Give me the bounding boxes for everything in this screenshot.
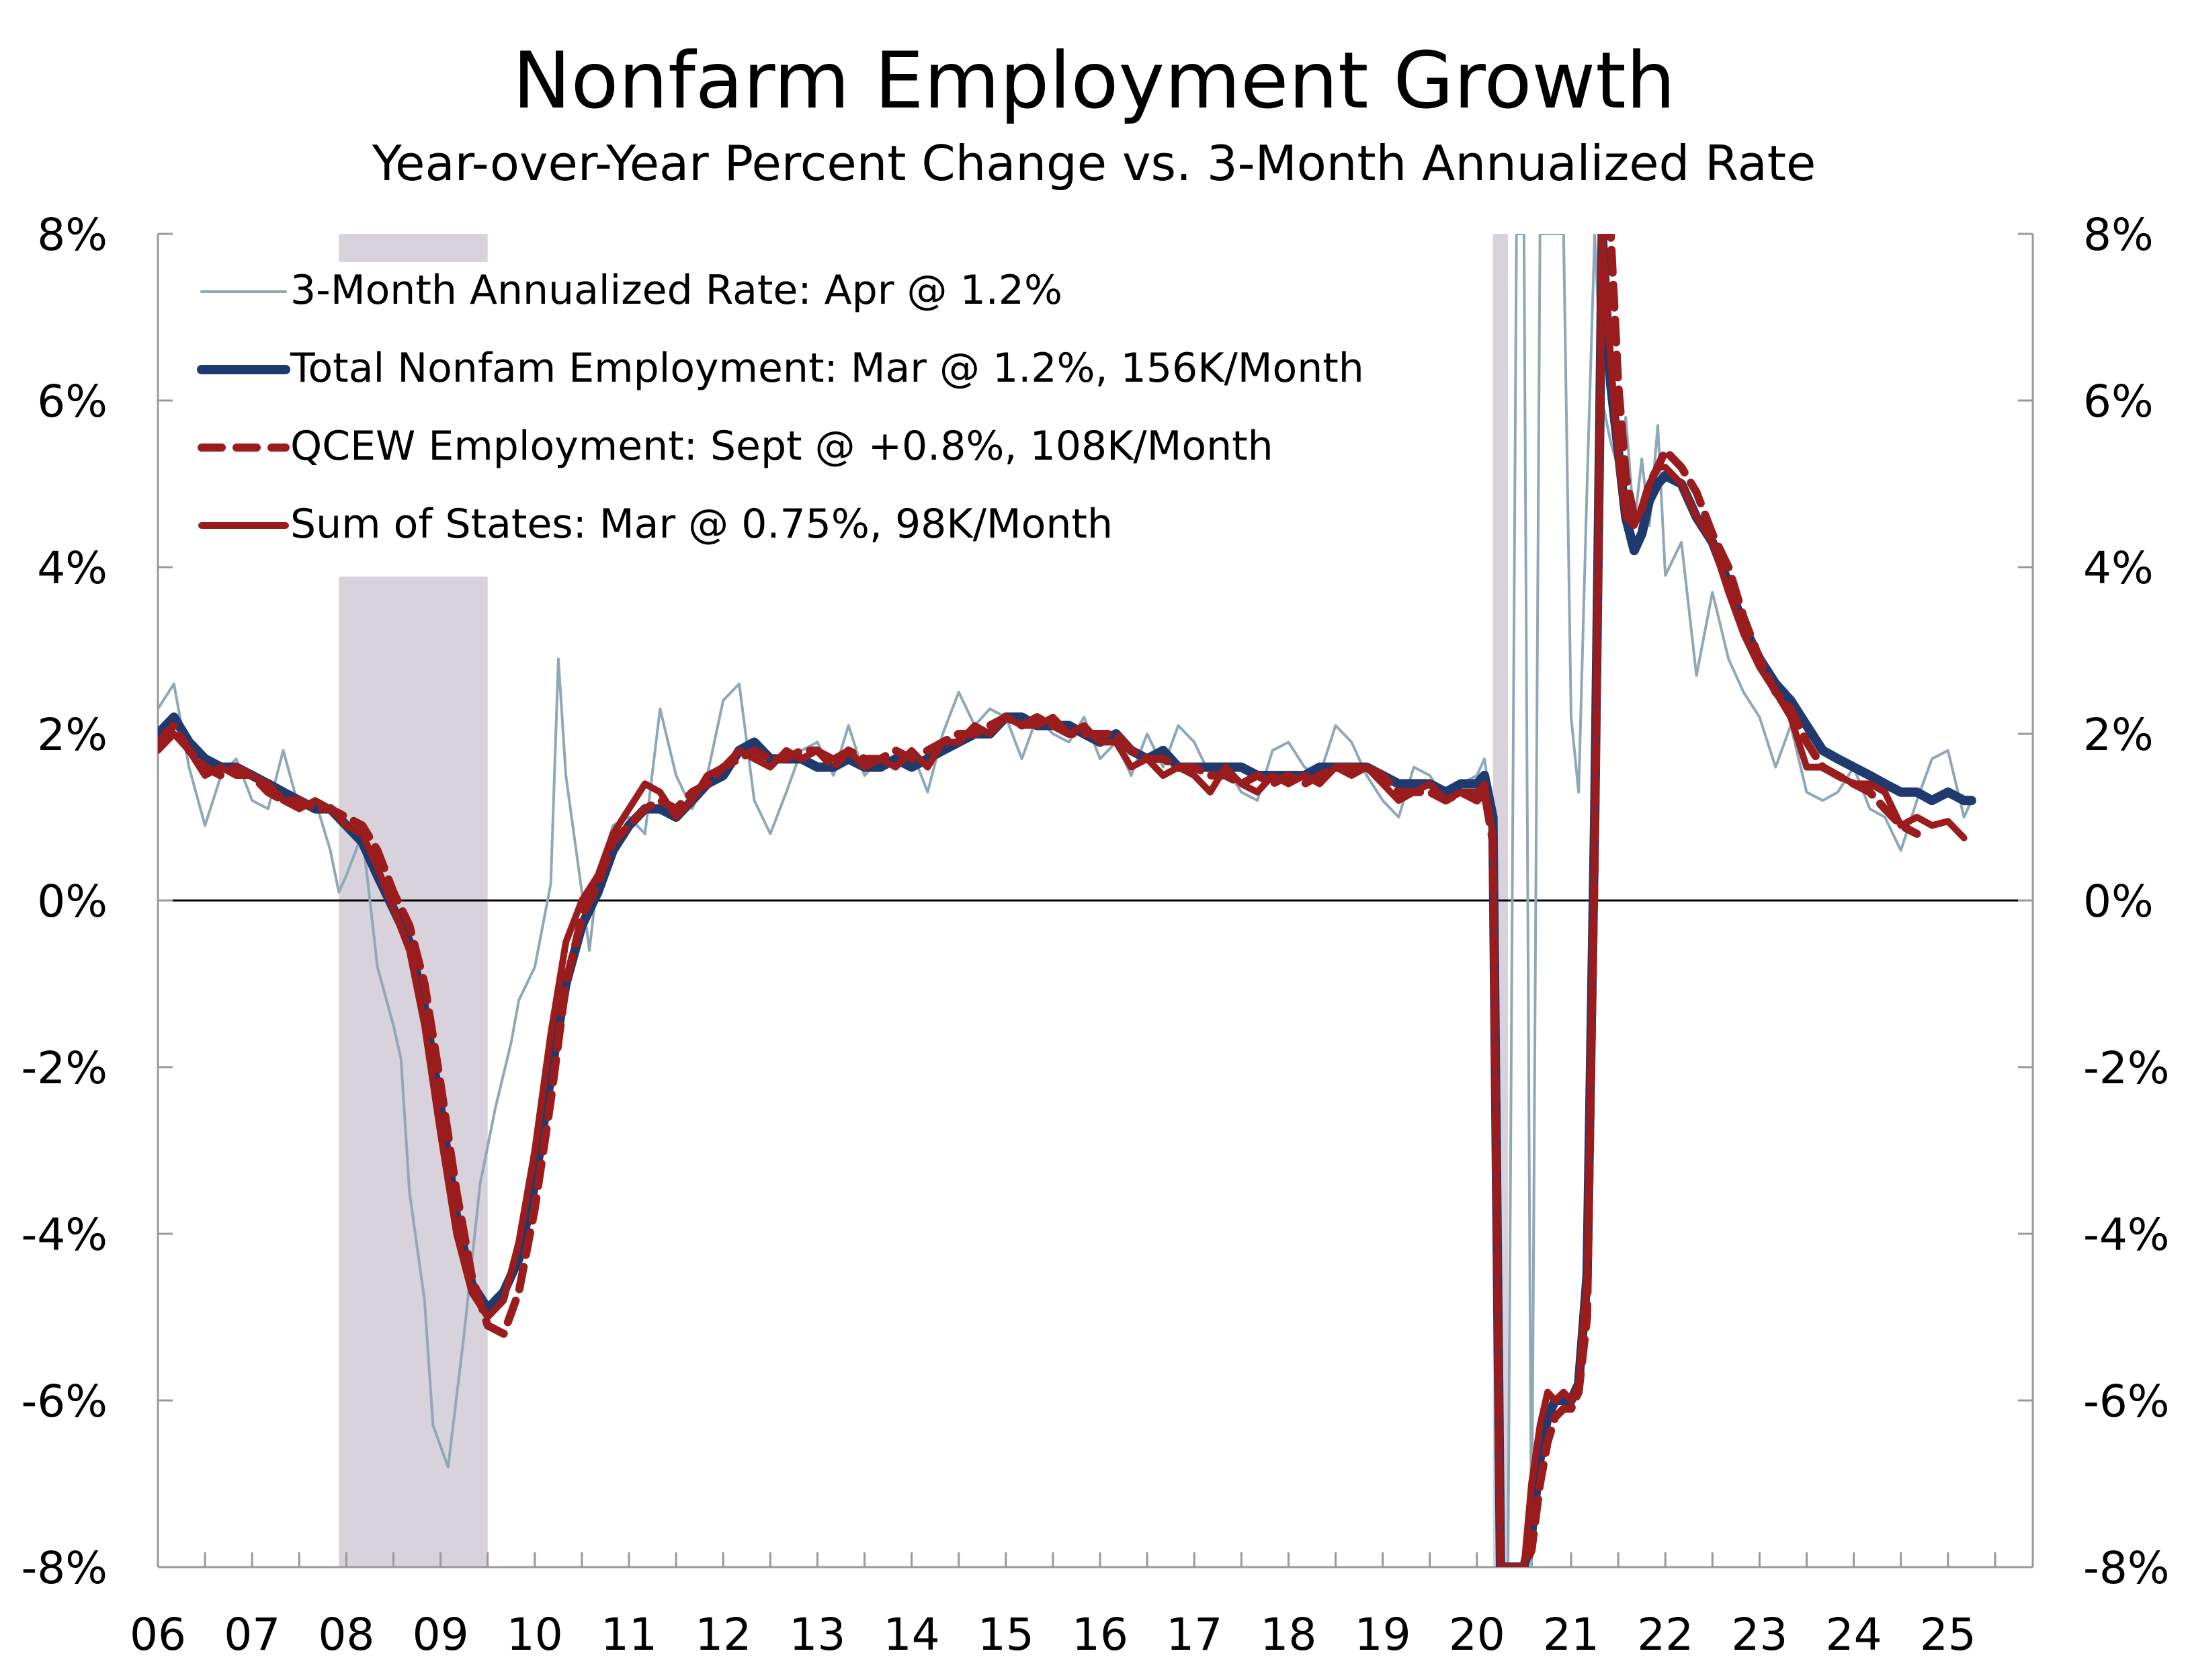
x-tick-label: 18 (1260, 1609, 1316, 1661)
x-tick-label: 14 (884, 1609, 940, 1661)
x-tick-label: 20 (1449, 1609, 1505, 1661)
x-tick-label: 19 (1355, 1609, 1411, 1661)
x-tick-label: 21 (1543, 1609, 1599, 1661)
legend-label: Sum of States: Mar @ 0.75%, 98K/Month (290, 501, 1113, 548)
legend-label: 3-Month Annualized Rate: Apr @ 1.2% (290, 267, 1062, 314)
x-tick-label: 16 (1072, 1609, 1128, 1661)
x-tick-label: 23 (1731, 1609, 1787, 1661)
chart-subtitle: Year-over-Year Percent Change vs. 3-Mont… (372, 135, 1816, 192)
x-tick-label: 13 (789, 1609, 845, 1661)
x-tick-label: 10 (507, 1609, 563, 1661)
y-tick-label-left: 8% (37, 209, 108, 261)
y-tick-label-right: -6% (2083, 1376, 2170, 1427)
legend-label: Total Nonfam Employment: Mar @ 1.2%, 156… (290, 345, 1364, 392)
legend-backdrop (337, 262, 489, 577)
y-tick-label-right: 8% (2083, 209, 2154, 261)
y-tick-label-right: -4% (2083, 1209, 2170, 1261)
y-tick-label-left: -2% (21, 1042, 108, 1094)
y-tick-label-right: -2% (2083, 1042, 2170, 1094)
x-tick-label: 11 (601, 1609, 657, 1661)
y-tick-label-left: -6% (21, 1376, 108, 1427)
x-tick-label: 22 (1637, 1609, 1693, 1661)
chart-title: Nonfarm Employment Growth (513, 36, 1676, 126)
y-tick-label-left: 6% (37, 376, 108, 427)
x-tick-label: 08 (318, 1609, 374, 1661)
x-tick-label: 25 (1920, 1609, 1976, 1661)
series-line-thick (158, 234, 1976, 1567)
y-tick-label-right: 6% (2083, 376, 2154, 427)
x-tick-label: 15 (978, 1609, 1034, 1661)
y-tick-label-left: 0% (37, 876, 108, 927)
x-tick-label: 06 (130, 1609, 186, 1661)
y-tick-label-left: 4% (37, 542, 108, 594)
series-line-solid (158, 234, 1968, 1567)
y-tick-label-right: 4% (2083, 542, 2154, 594)
y-tick-label-right: 0% (2083, 876, 2154, 927)
y-tick-label-right: 2% (2083, 709, 2154, 761)
x-tick-label: 24 (1826, 1609, 1882, 1661)
y-tick-label-left: 2% (37, 709, 108, 761)
x-tick-label: 17 (1166, 1609, 1222, 1661)
legend-label: QCEW Employment: Sept @ +0.8%, 108K/Mont… (290, 423, 1273, 470)
x-tick-label: 12 (695, 1609, 751, 1661)
chart-axes: 8% 8% 6% 6% 4% 4% 2% 2% 0% 0% -2% -2% -4% -4% -6% -6% -8… (21, 209, 2169, 1661)
chart-legend: 3-Month Annualized Rate: Apr @ 1.2% Total… (197, 267, 1364, 548)
y-tick-label-right: -8% (2083, 1542, 2170, 1594)
y-tick-label-left: -8% (21, 1542, 108, 1594)
chart-series (158, 234, 1976, 1567)
x-tick-label: 09 (413, 1609, 469, 1661)
x-tick-label: 07 (224, 1609, 280, 1661)
y-tick-label-left: -4% (21, 1209, 108, 1261)
